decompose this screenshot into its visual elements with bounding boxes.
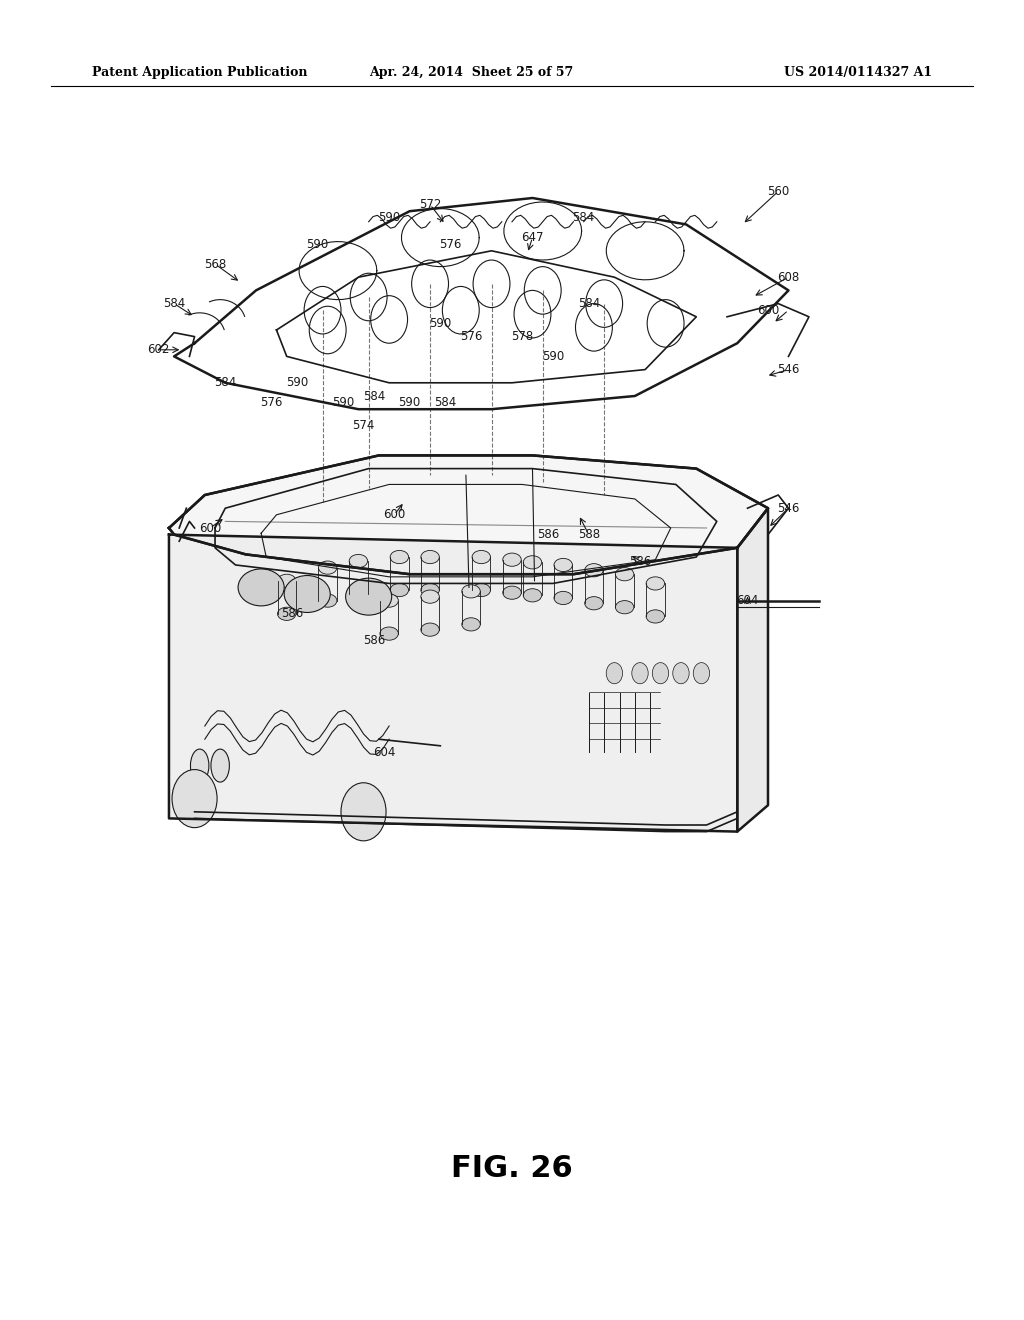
Polygon shape xyxy=(169,455,768,574)
Text: 586: 586 xyxy=(362,634,385,647)
Text: 546: 546 xyxy=(777,502,800,515)
Polygon shape xyxy=(169,535,737,832)
Circle shape xyxy=(172,770,217,828)
Text: 584: 584 xyxy=(214,376,237,389)
Circle shape xyxy=(606,663,623,684)
Ellipse shape xyxy=(421,623,439,636)
Ellipse shape xyxy=(615,601,634,614)
Ellipse shape xyxy=(554,591,572,605)
Text: 584: 584 xyxy=(578,297,600,310)
Ellipse shape xyxy=(349,554,368,568)
Text: 586: 586 xyxy=(281,607,303,620)
Text: 602: 602 xyxy=(147,343,170,356)
Text: 588: 588 xyxy=(578,528,600,541)
Text: 590: 590 xyxy=(429,317,452,330)
Ellipse shape xyxy=(278,574,296,587)
Text: 608: 608 xyxy=(777,271,800,284)
Ellipse shape xyxy=(503,586,521,599)
Text: 574: 574 xyxy=(352,418,375,432)
Text: 586: 586 xyxy=(537,528,559,541)
Ellipse shape xyxy=(646,577,665,590)
Text: 590: 590 xyxy=(542,350,564,363)
Ellipse shape xyxy=(421,550,439,564)
Circle shape xyxy=(652,663,669,684)
Text: 584: 584 xyxy=(163,297,185,310)
Text: 604: 604 xyxy=(736,594,759,607)
Text: 578: 578 xyxy=(511,330,534,343)
Ellipse shape xyxy=(503,553,521,566)
Text: 604: 604 xyxy=(373,746,395,759)
Text: 590: 590 xyxy=(398,396,421,409)
Ellipse shape xyxy=(554,558,572,572)
Text: 576: 576 xyxy=(260,396,283,409)
Ellipse shape xyxy=(472,550,490,564)
Circle shape xyxy=(632,663,648,684)
Text: 572: 572 xyxy=(419,198,441,211)
Text: 590: 590 xyxy=(286,376,308,389)
Text: 600: 600 xyxy=(383,508,406,521)
Ellipse shape xyxy=(211,750,229,781)
Ellipse shape xyxy=(615,568,634,581)
Ellipse shape xyxy=(390,583,409,597)
Ellipse shape xyxy=(390,550,409,564)
Ellipse shape xyxy=(462,618,480,631)
Ellipse shape xyxy=(278,607,296,620)
Text: 586: 586 xyxy=(629,554,651,568)
Ellipse shape xyxy=(318,561,337,574)
Text: 568: 568 xyxy=(204,257,226,271)
Text: 647: 647 xyxy=(521,231,544,244)
Circle shape xyxy=(693,663,710,684)
Text: 590: 590 xyxy=(332,396,354,409)
Text: US 2014/0114327 A1: US 2014/0114327 A1 xyxy=(783,66,932,79)
Ellipse shape xyxy=(646,610,665,623)
Text: 600: 600 xyxy=(757,304,779,317)
Polygon shape xyxy=(737,508,768,832)
Text: 576: 576 xyxy=(439,238,462,251)
Text: 584: 584 xyxy=(434,396,457,409)
Ellipse shape xyxy=(345,578,392,615)
Text: 600: 600 xyxy=(199,521,221,535)
Ellipse shape xyxy=(523,589,542,602)
Ellipse shape xyxy=(380,594,398,607)
Text: Patent Application Publication: Patent Application Publication xyxy=(92,66,307,79)
Text: 590: 590 xyxy=(378,211,400,224)
Circle shape xyxy=(673,663,689,684)
Text: 584: 584 xyxy=(362,389,385,403)
Ellipse shape xyxy=(585,597,603,610)
Text: Apr. 24, 2014  Sheet 25 of 57: Apr. 24, 2014 Sheet 25 of 57 xyxy=(369,66,573,79)
Ellipse shape xyxy=(318,594,337,607)
Text: 576: 576 xyxy=(460,330,482,343)
Text: 560: 560 xyxy=(767,185,790,198)
Ellipse shape xyxy=(349,587,368,601)
Ellipse shape xyxy=(421,590,439,603)
Text: 590: 590 xyxy=(306,238,329,251)
Text: 546: 546 xyxy=(777,363,800,376)
Ellipse shape xyxy=(472,583,490,597)
Ellipse shape xyxy=(421,583,439,597)
Text: FIG. 26: FIG. 26 xyxy=(452,1154,572,1183)
Ellipse shape xyxy=(585,564,603,577)
Ellipse shape xyxy=(462,585,480,598)
Ellipse shape xyxy=(190,750,209,781)
Text: 584: 584 xyxy=(572,211,595,224)
Circle shape xyxy=(341,783,386,841)
Ellipse shape xyxy=(284,576,330,612)
Ellipse shape xyxy=(523,556,542,569)
Ellipse shape xyxy=(380,627,398,640)
Ellipse shape xyxy=(238,569,285,606)
